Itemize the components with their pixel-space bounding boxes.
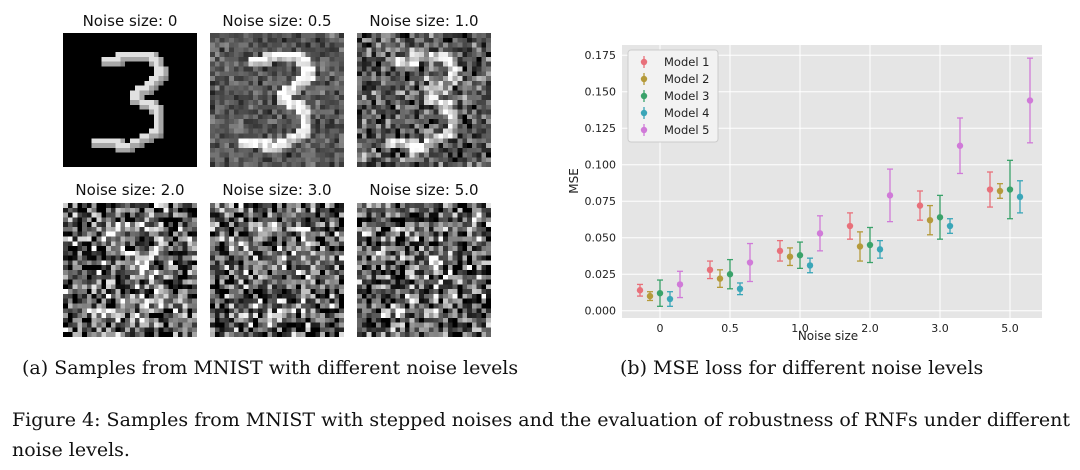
data-point <box>666 295 674 303</box>
data-point <box>856 243 864 250</box>
legend-marker <box>640 58 648 66</box>
y-tick-label: 0.050 <box>585 232 617 245</box>
data-point <box>746 259 754 266</box>
data-point <box>816 230 824 237</box>
mnist-sample-image <box>357 33 491 167</box>
data-point <box>926 216 934 224</box>
legend-marker <box>640 109 648 117</box>
data-point <box>986 186 994 193</box>
legend-marker <box>640 75 648 83</box>
x-axis-label: Noise size <box>798 329 858 343</box>
mnist-sample-image <box>210 33 344 167</box>
data-point <box>786 253 794 260</box>
data-point <box>736 285 744 293</box>
data-point <box>806 262 814 269</box>
x-tick-label: 0 <box>657 322 664 335</box>
data-point <box>656 289 664 297</box>
data-point <box>726 271 734 278</box>
x-tick-label: 2.0 <box>861 322 879 335</box>
data-point <box>936 214 944 221</box>
legend: Model 1 Model 2 Model 3 Model 4 Model 5 <box>627 49 719 143</box>
x-tick-label: 3.0 <box>931 322 949 335</box>
caption-b: (b) MSE loss for different noise levels <box>620 357 984 379</box>
legend-box <box>627 49 719 143</box>
data-point <box>916 202 924 209</box>
mnist-sample-image <box>63 203 197 337</box>
data-point <box>796 252 804 259</box>
legend-marker <box>640 126 648 134</box>
mnist-sample-image <box>210 203 344 337</box>
panel-title-5: Noise size: 5.0 <box>369 181 479 199</box>
legend-label: Model 1 <box>664 55 710 69</box>
x-tick-label: 1.0 <box>791 322 809 335</box>
y-tick-label: 0.025 <box>585 268 617 281</box>
data-point <box>716 275 724 282</box>
x-tick-label: 0.5 <box>721 322 739 335</box>
data-point <box>886 192 894 199</box>
data-point <box>706 266 714 274</box>
panel-title-0: Noise size: 0 <box>82 12 178 30</box>
legend-label: Model 4 <box>664 106 710 120</box>
y-axis-label: MSE <box>567 168 581 194</box>
data-point <box>636 287 644 294</box>
panel-title-1: Noise size: 0.5 <box>222 12 332 30</box>
data-point <box>1006 186 1014 193</box>
data-point <box>866 241 874 249</box>
data-point <box>676 281 684 288</box>
mnist-sample-image <box>357 203 491 337</box>
legend-label: Model 3 <box>664 89 710 103</box>
y-tick-label: 0.150 <box>585 86 617 99</box>
data-point <box>956 142 964 149</box>
panel-title-2: Noise size: 1.0 <box>369 12 479 30</box>
data-point <box>1026 97 1034 104</box>
data-point <box>776 247 784 255</box>
y-tick-label: 0.175 <box>585 49 617 62</box>
caption-a: (a) Samples from MNIST with different no… <box>22 357 519 379</box>
data-point <box>946 222 954 230</box>
data-point <box>646 292 654 300</box>
mnist-sample-image <box>63 33 197 167</box>
data-point <box>876 246 884 253</box>
data-point <box>996 187 1004 195</box>
y-tick-label: 0.125 <box>585 122 617 135</box>
data-point <box>1016 193 1024 201</box>
panel-title-3: Noise size: 2.0 <box>75 181 185 199</box>
legend-label: Model 2 <box>664 72 710 86</box>
figure-caption: Figure 4: Samples from MNIST with steppe… <box>12 409 1071 461</box>
y-tick-label: 0.000 <box>585 305 617 318</box>
data-point <box>846 222 854 230</box>
panel-title-4: Noise size: 3.0 <box>222 181 332 199</box>
x-tick-label: 5.0 <box>1001 322 1019 335</box>
y-tick-label: 0.075 <box>585 195 617 208</box>
legend-label: Model 5 <box>664 123 710 137</box>
y-tick-label: 0.100 <box>585 159 617 172</box>
legend-marker <box>640 92 648 100</box>
